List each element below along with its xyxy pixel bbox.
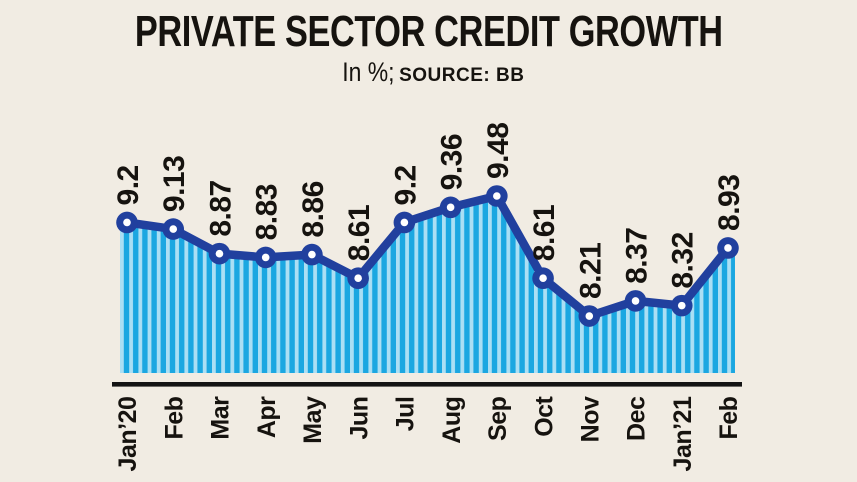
chart-header: PRIVATE SECTOR CREDIT GROWTH In %; SOURC… [0, 0, 857, 88]
value-label: 8.61 [528, 205, 561, 261]
x-axis-label: Jun [345, 397, 373, 440]
data-point-center [677, 301, 686, 310]
x-axis-label: Dec [623, 396, 651, 441]
x-axis-label: Jan’21 [669, 396, 697, 471]
chart-title: PRIVATE SECTOR CREDIT GROWTH [0, 7, 857, 56]
value-label: 8.93 [713, 175, 746, 231]
data-point-center [585, 312, 594, 320]
value-label: 9.48 [482, 123, 515, 179]
unit-label: In %; [341, 57, 395, 88]
data-point-center [123, 218, 131, 227]
data-point-center [354, 274, 362, 283]
value-label: 8.87 [204, 180, 237, 236]
area-fill [120, 196, 735, 373]
x-axis-label: Aug [438, 397, 466, 444]
chart-subtitle: In %; SOURCE: BB [0, 57, 857, 88]
value-label: 8.61 [343, 205, 376, 261]
data-point-center [261, 253, 270, 262]
x-axis-label: Apr [253, 396, 281, 438]
x-axis-label: Feb [160, 396, 188, 439]
data-point-center [724, 244, 732, 252]
data-point-center [400, 218, 409, 227]
data-point-center [215, 249, 224, 258]
x-axis-label: Jul [392, 397, 420, 432]
data-point-center [308, 250, 316, 259]
x-axis-label: Sep [484, 396, 512, 441]
value-label: 8.32 [667, 232, 700, 288]
x-axis-label: Nov [577, 396, 605, 442]
x-axis-label: Feb [715, 396, 743, 439]
chart-title-text: PRIVATE SECTOR CREDIT GROWTH [134, 7, 723, 56]
value-label: 9.2 [389, 165, 422, 205]
data-point-center [493, 192, 501, 200]
value-label: 9.2 [112, 165, 145, 205]
data-point-center [631, 297, 640, 305]
value-label: 8.83 [251, 184, 284, 240]
value-label: 9.36 [436, 134, 469, 190]
data-point-center [539, 274, 547, 283]
x-axis-label: Oct [530, 395, 558, 436]
x-axis-label: Mar [207, 396, 235, 440]
value-label: 8.21 [574, 243, 607, 299]
x-axis-label: Jan’20 [114, 397, 142, 472]
value-label: 8.86 [297, 181, 330, 237]
value-label: 9.13 [158, 156, 191, 212]
x-axis-line [112, 382, 742, 387]
value-label: 8.37 [621, 228, 654, 284]
source-label: SOURCE: BB [399, 65, 525, 87]
x-axis-label: May [299, 396, 327, 444]
data-point-center [446, 203, 455, 212]
data-point-center [169, 225, 178, 233]
